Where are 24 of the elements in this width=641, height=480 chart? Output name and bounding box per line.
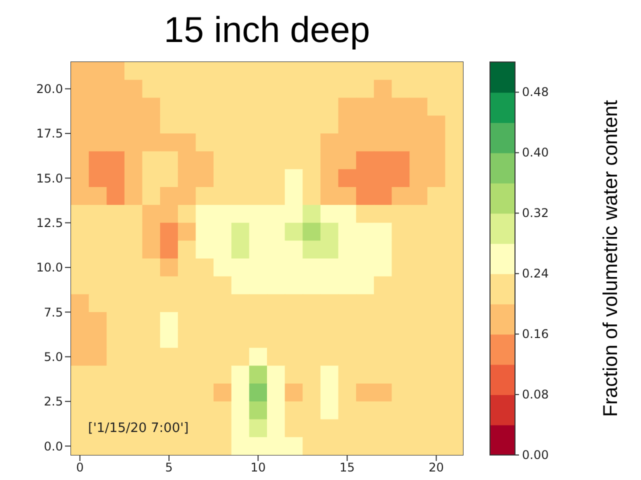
x-tick-label: 10 bbox=[250, 460, 266, 475]
x-tick-label: 20 bbox=[428, 460, 444, 475]
color-bar-label: 0.40 bbox=[522, 146, 549, 160]
y-tick-label: 0.0 bbox=[44, 439, 63, 454]
x-tick-label: 5 bbox=[165, 460, 173, 475]
color-bar-label: 0.32 bbox=[522, 206, 549, 220]
y-tick-label: 5.0 bbox=[44, 350, 63, 364]
y-tick-label: 17.5 bbox=[36, 126, 63, 141]
color-bar-label: 0.00 bbox=[522, 448, 549, 462]
y-tick-label: 20.0 bbox=[36, 82, 63, 96]
color-bar-label: 0.08 bbox=[522, 388, 549, 402]
x-tick-label: 15 bbox=[340, 460, 355, 475]
x-tick-label: 0 bbox=[76, 460, 84, 475]
y-tick-label: 2.5 bbox=[44, 394, 63, 409]
color-bar-title: Fraction of volumetric water content bbox=[600, 100, 622, 417]
y-tick-label: 7.5 bbox=[44, 305, 63, 320]
color-bar-label: 0.16 bbox=[522, 327, 549, 342]
y-tick-label: 12.5 bbox=[36, 216, 63, 230]
y-tick-label: 15.0 bbox=[36, 171, 63, 186]
annotation: ['1/15/20 7:00'] bbox=[88, 421, 189, 436]
color-bar-label: 0.24 bbox=[522, 266, 549, 281]
y-tick-label: 10.0 bbox=[36, 260, 63, 275]
chart-title: 15 inch deep bbox=[162, 8, 372, 52]
color-bar-label: 0.48 bbox=[522, 85, 549, 100]
